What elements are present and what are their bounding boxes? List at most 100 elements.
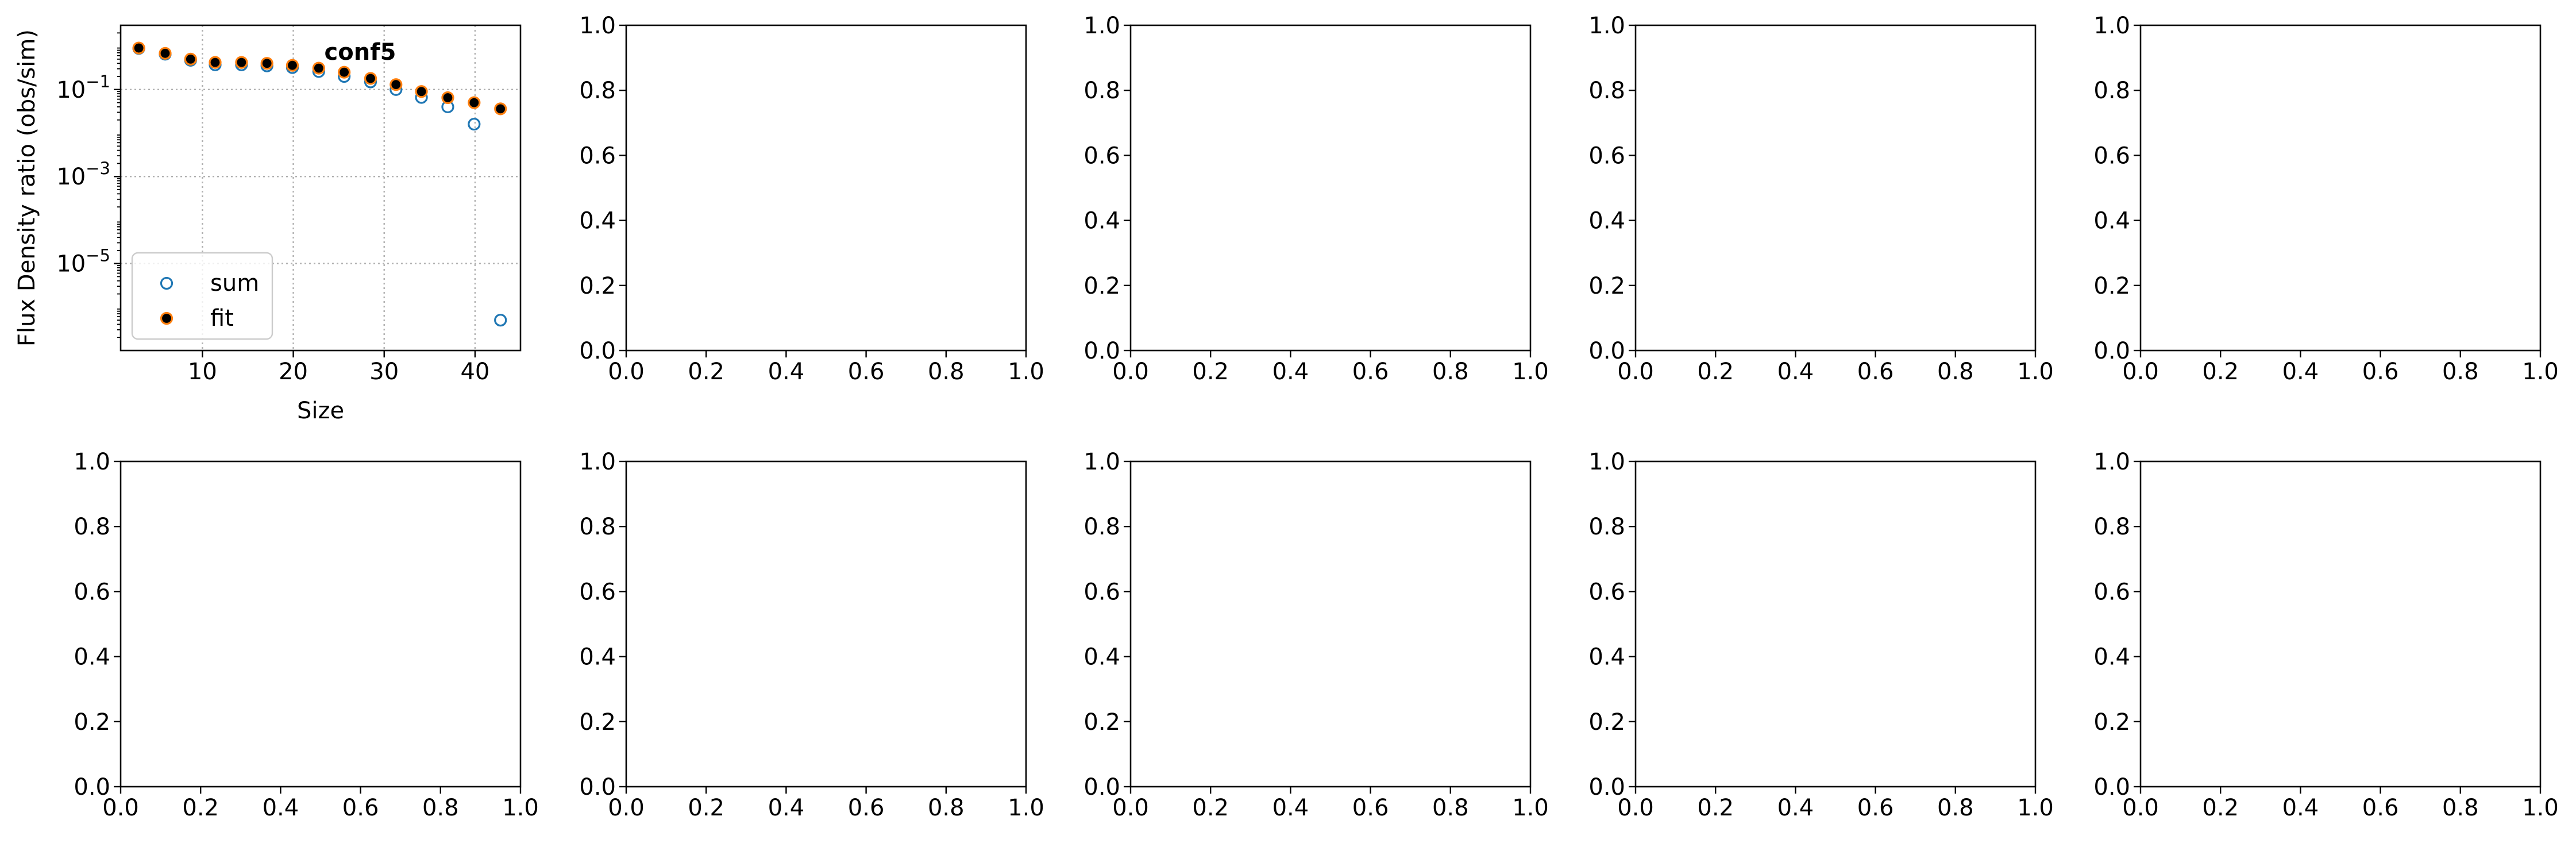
axes-frame — [1634, 24, 2037, 352]
y-tick-label: 0.0 — [1083, 774, 1120, 800]
y-tick-label: 0.4 — [1083, 208, 1120, 234]
y-tick-label: 0.4 — [1588, 644, 1625, 671]
x-tick-label: 0.2 — [1697, 795, 1734, 821]
x-tick-label: 0.0 — [608, 359, 645, 385]
y-tick-exponent: −3 — [86, 159, 110, 178]
x-tick-label: 0.0 — [1112, 795, 1149, 821]
x-tick-label: 20 — [279, 359, 308, 385]
y-tick-label: 0.6 — [1588, 143, 1625, 169]
axes-frame — [1129, 460, 1532, 788]
y-tick-label: 0.0 — [1588, 338, 1625, 364]
y-tick-label: 0.8 — [1588, 514, 1625, 540]
x-tick-label: 1.0 — [502, 795, 539, 821]
y-tick-label: 0.2 — [74, 709, 110, 736]
y-tick-label: 0.2 — [579, 709, 616, 736]
subplot-7: 0.00.0 0.2 0.2 0.4 0.4 0.6 0.6 0.8 0.8 1.0 1.0 — [579, 449, 1044, 821]
y-tick-exponent: −5 — [86, 246, 110, 265]
y-tick-label: 10−3 — [56, 159, 110, 190]
x-axis-title: Size — [297, 398, 344, 424]
y-tick-label: 0.6 — [2093, 579, 2130, 605]
legend-marker-fit — [160, 311, 173, 325]
y-tick-label: 0.6 — [1083, 143, 1120, 169]
x-tick-label: 0.4 — [1272, 359, 1309, 385]
axes-frame — [119, 460, 522, 788]
legend-marker-sum — [160, 276, 173, 290]
x-tick-label: 0.4 — [2282, 359, 2319, 385]
x-tick-label: 0.0 — [608, 795, 645, 821]
y-tick-label: 0.2 — [1588, 709, 1625, 736]
data-point-fit — [159, 47, 172, 60]
y-tick-label: 0.0 — [1083, 338, 1120, 364]
x-tick-label: 0.8 — [1432, 795, 1469, 821]
legend-label-sum: sum — [210, 270, 259, 297]
y-tick-label: 0.8 — [579, 514, 616, 540]
x-tick-label: 0.4 — [1777, 359, 1814, 385]
y-tick-label: 1.0 — [74, 449, 110, 475]
x-tick-label: 0.2 — [182, 795, 219, 821]
x-tick-label: 0.4 — [768, 795, 805, 821]
y-tick-label: 0.6 — [1083, 579, 1120, 605]
y-tick-label: 1.0 — [579, 13, 616, 39]
x-tick-label: 1.0 — [2017, 359, 2054, 385]
y-tick-base: 10 — [56, 251, 86, 278]
y-tick-label: 1.0 — [1083, 449, 1120, 475]
y-tick-label: 0.2 — [579, 273, 616, 299]
data-point-fit — [286, 59, 299, 72]
axes-frame — [1129, 24, 1532, 352]
y-tick-label: 0.4 — [74, 644, 110, 671]
y-tick-base: 10 — [56, 77, 86, 103]
data-point-fit — [132, 41, 145, 55]
y-tick-label: 0.4 — [579, 208, 616, 234]
x-tick-label: 0.8 — [1937, 359, 1974, 385]
x-tick-label: 0.6 — [2362, 795, 2399, 821]
data-point-fit — [415, 85, 428, 98]
y-tick-label: 0.2 — [1083, 709, 1120, 736]
x-tick-label: 0.8 — [2442, 795, 2479, 821]
y-tick-label: 0.8 — [1083, 78, 1120, 104]
x-tick-label: 0.8 — [422, 795, 459, 821]
data-point-fit — [235, 56, 248, 69]
y-tick-label: 0.8 — [74, 514, 110, 540]
x-tick-label: 0.2 — [1192, 795, 1229, 821]
y-tick-label: 0.4 — [2093, 644, 2130, 671]
y-tick-label: 0.0 — [579, 774, 616, 800]
data-point-fit — [468, 96, 481, 109]
x-tick-label: 0.2 — [688, 359, 724, 385]
x-tick-label: 1.0 — [1008, 795, 1044, 821]
legend-label-fit: fit — [210, 305, 234, 332]
y-tick-label: 0.0 — [1588, 774, 1625, 800]
x-tick-label: 0.4 — [263, 795, 299, 821]
subplot-6: 0.00.0 0.2 0.2 0.4 0.4 0.6 0.6 0.8 0.8 1.0 1.0 — [74, 449, 538, 821]
y-tick-label: 1.0 — [1588, 13, 1625, 39]
y-tick-label: 0.2 — [2093, 709, 2130, 736]
x-tick-label: 0.0 — [2122, 795, 2159, 821]
y-tick-label: 0.6 — [579, 143, 616, 169]
y-tick-label: 0.2 — [1083, 273, 1120, 299]
y-tick-label: 0.4 — [1083, 644, 1120, 671]
y-tick-label: 10−5 — [56, 246, 110, 278]
x-tick-label: 0.6 — [2362, 359, 2399, 385]
x-tick-label: 40 — [460, 359, 489, 385]
subplot-2: 0.00.0 0.2 0.2 0.4 0.4 0.6 0.6 0.8 0.8 1.0 1.0 — [579, 13, 1044, 385]
y-tick-label: 0.6 — [1588, 579, 1625, 605]
data-point-fit — [260, 57, 273, 70]
axes-frame — [2139, 24, 2542, 352]
y-tick-label: 0.2 — [1588, 273, 1625, 299]
x-tick-label: 0.4 — [2282, 795, 2319, 821]
data-point-fit — [441, 91, 454, 105]
x-tick-label: 30 — [369, 359, 399, 385]
x-tick-label: 1.0 — [1008, 359, 1044, 385]
x-tick-label: 0.2 — [2202, 795, 2239, 821]
y-tick-label: 0.6 — [2093, 143, 2130, 169]
axes-frame — [2139, 460, 2542, 788]
x-tick-label: 0.0 — [1112, 359, 1149, 385]
y-tick-label: 0.8 — [2093, 514, 2130, 540]
y-tick-label: 1.0 — [2093, 449, 2130, 475]
y-tick-label: 0.0 — [2093, 774, 2130, 800]
x-tick-label: 0.2 — [688, 795, 724, 821]
data-point-fit — [364, 72, 377, 85]
y-tick-label: 10−1 — [56, 72, 110, 103]
y-tick-label: 0.0 — [74, 774, 110, 800]
x-tick-label: 0.8 — [2442, 359, 2479, 385]
x-tick-label: 0.6 — [848, 359, 885, 385]
